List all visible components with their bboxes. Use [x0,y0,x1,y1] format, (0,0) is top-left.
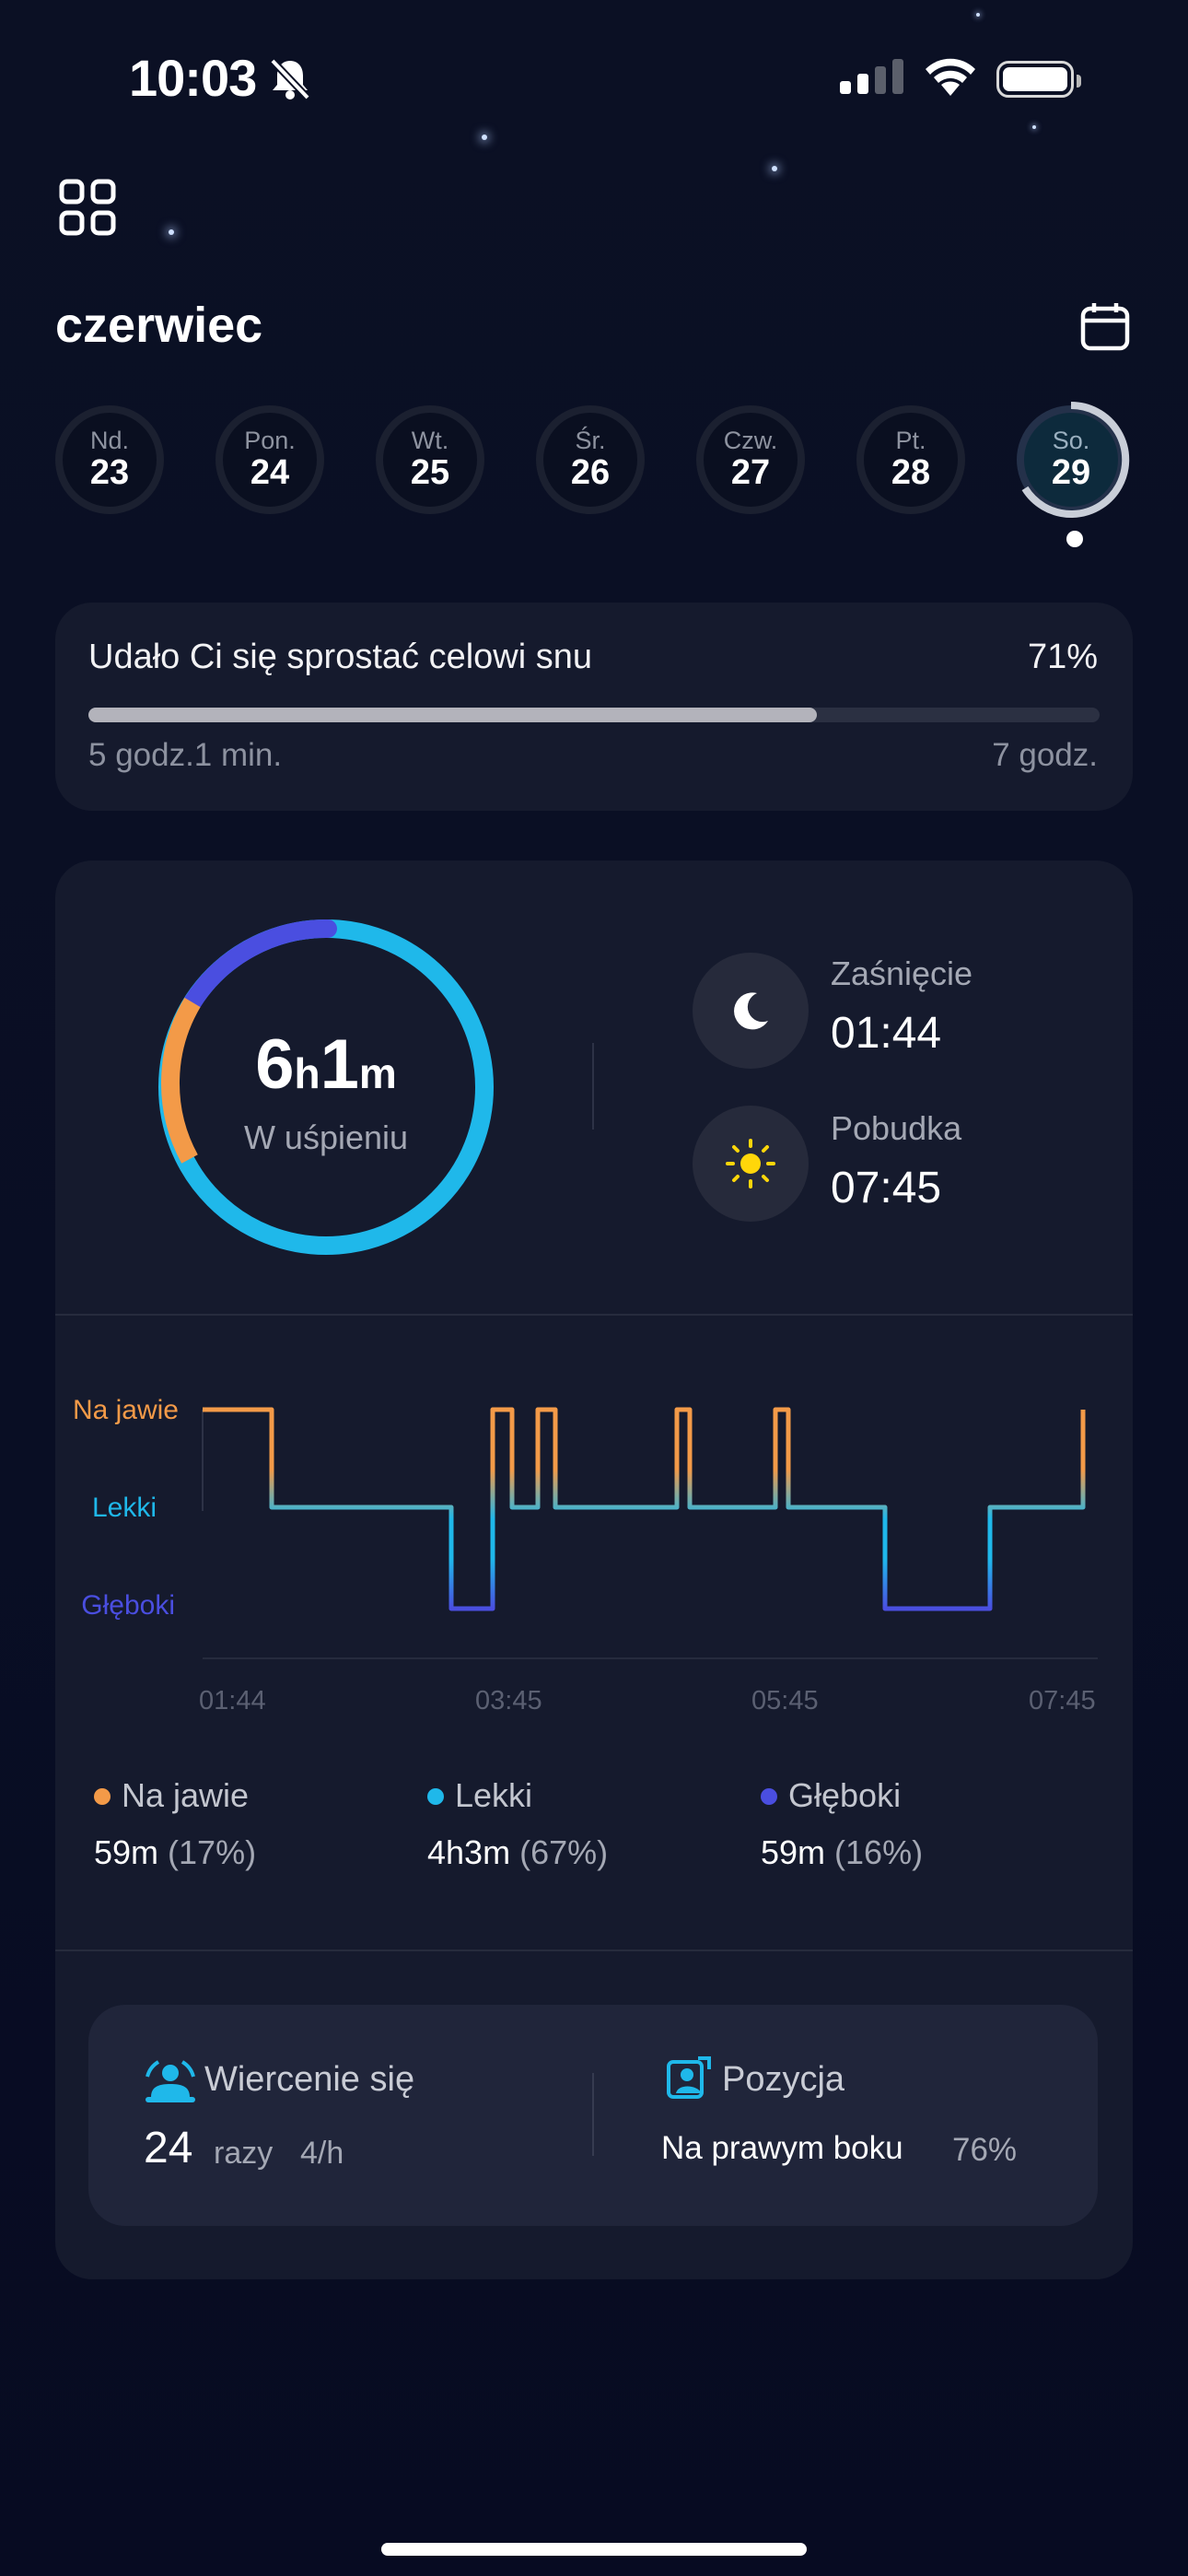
bell-muted-icon [269,57,311,106]
sleep-minutes: 1 [320,1025,359,1104]
position-icon [665,2056,711,2107]
grid-menu-icon[interactable] [59,179,116,240]
day-name: Czw. [723,427,778,455]
legend-value-deep: 59m (16%) [761,1833,923,1872]
star-decoration [772,166,777,171]
day-date: 23 [89,452,130,492]
stage-label-deep: Głęboki [81,1590,175,1621]
position-label: Pozycja [722,2060,845,2099]
legend-percent: (16%) [834,1833,924,1871]
legend-value-awake: 59m (17%) [94,1833,256,1872]
selected-day-arc [1021,401,1130,518]
cell-signal-icon [840,59,903,94]
divider [592,1043,594,1130]
day-name: Nd. [89,427,130,455]
goal-percent: 71% [1027,638,1098,676]
battery-icon [996,61,1081,98]
month-title: czerwiec [55,298,263,353]
total-sleep-duration: 6h1m [158,1025,494,1105]
legend-percent: (67%) [519,1833,609,1871]
day-date: 27 [730,452,771,492]
day-26[interactable]: Śr. 26 [536,405,645,514]
legend-time: 59m [761,1833,826,1871]
position-value: Na prawym boku [661,2130,903,2166]
minutes-unit: m [358,1049,397,1097]
goal-target: 7 godz. [992,737,1098,773]
time-tick: 01:44 [199,1686,266,1715]
legend-dot-awake [94,1788,111,1805]
legend-value-light: 4h3m (67%) [427,1833,608,1872]
star-decoration [169,229,174,235]
legend-dot-light [427,1788,444,1805]
asleep-label: W uśpieniu [243,1118,409,1156]
sleep-hours: 6 [255,1025,295,1104]
legend-dot-deep [761,1788,777,1805]
legend-percent: (17%) [168,1833,257,1871]
home-indicator[interactable] [381,2543,807,2556]
tossing-unit: razy [214,2136,274,2171]
day-name: Pt. [895,427,926,455]
day-date: 29 [1051,452,1091,492]
calendar-icon[interactable] [1079,300,1131,357]
tossing-label: Wiercenie się [204,2060,415,2099]
divider [592,2073,594,2156]
day-date: 26 [570,452,611,492]
tossing-rate: 4/h [300,2136,344,2171]
moon-icon [693,953,809,1069]
goal-progress-bar [88,708,1100,722]
time-tick: 07:45 [1029,1686,1096,1715]
day-25[interactable]: Wt. 25 [376,405,484,514]
day-name: Śr. [575,427,606,455]
day-date: 24 [250,452,290,492]
day-name: Pon. [244,427,296,455]
fall-asleep-time: 01:44 [831,1009,942,1058]
divider [55,1950,1133,1951]
time-tick: 03:45 [475,1686,542,1715]
day-name: Wt. [411,427,449,455]
day-27[interactable]: Czw. 27 [696,405,805,514]
fall-asleep-label: Zaśnięcie [831,954,973,992]
selected-day-indicator [1066,531,1083,547]
time-tick: 05:45 [751,1686,819,1715]
legend-name-light: Lekki [455,1776,533,1814]
position-percent: 76% [952,2132,1018,2168]
goal-progress-fill [88,708,817,722]
legend-time: 59m [94,1833,159,1871]
goal-title: Udało Ci się sprostać celowi snu [88,638,593,676]
sleep-stage-ring [158,919,494,1255]
stage-label-awake: Na jawie [72,1395,179,1425]
star-decoration [1032,125,1036,129]
day-23[interactable]: Nd. 23 [55,405,164,514]
wifi-icon [923,57,978,102]
tossing-count: 24 [144,2124,193,2172]
sleep-goal-card[interactable] [55,603,1133,811]
day-name: So. [1052,427,1090,455]
ring-segment-deep [183,919,337,1012]
day-date: 25 [410,452,450,492]
tossing-icon [144,2056,197,2109]
hours-unit: h [294,1049,320,1097]
legend-time: 4h3m [427,1833,511,1871]
divider [55,1314,1133,1316]
wake-up-time: 07:45 [831,1164,942,1212]
star-decoration [976,13,980,17]
ring-segment-awake [161,997,201,1164]
star-decoration [482,135,487,140]
sun-icon [693,1106,809,1222]
day-date: 28 [891,452,931,492]
stage-label-light: Lekki [91,1493,157,1523]
wake-up-label: Pobudka [831,1109,962,1147]
selected-day-ring [1021,401,1130,518]
goal-achieved: 5 godz.1 min. [88,737,283,773]
status-time: 10:03 [129,49,257,107]
legend-name-deep: Głęboki [788,1776,902,1814]
day-24[interactable]: Pon. 24 [215,405,324,514]
day-28[interactable]: Pt. 28 [856,405,965,514]
legend-name-awake: Na jawie [122,1776,250,1814]
day-29[interactable]: So. 29 [1017,401,1130,518]
